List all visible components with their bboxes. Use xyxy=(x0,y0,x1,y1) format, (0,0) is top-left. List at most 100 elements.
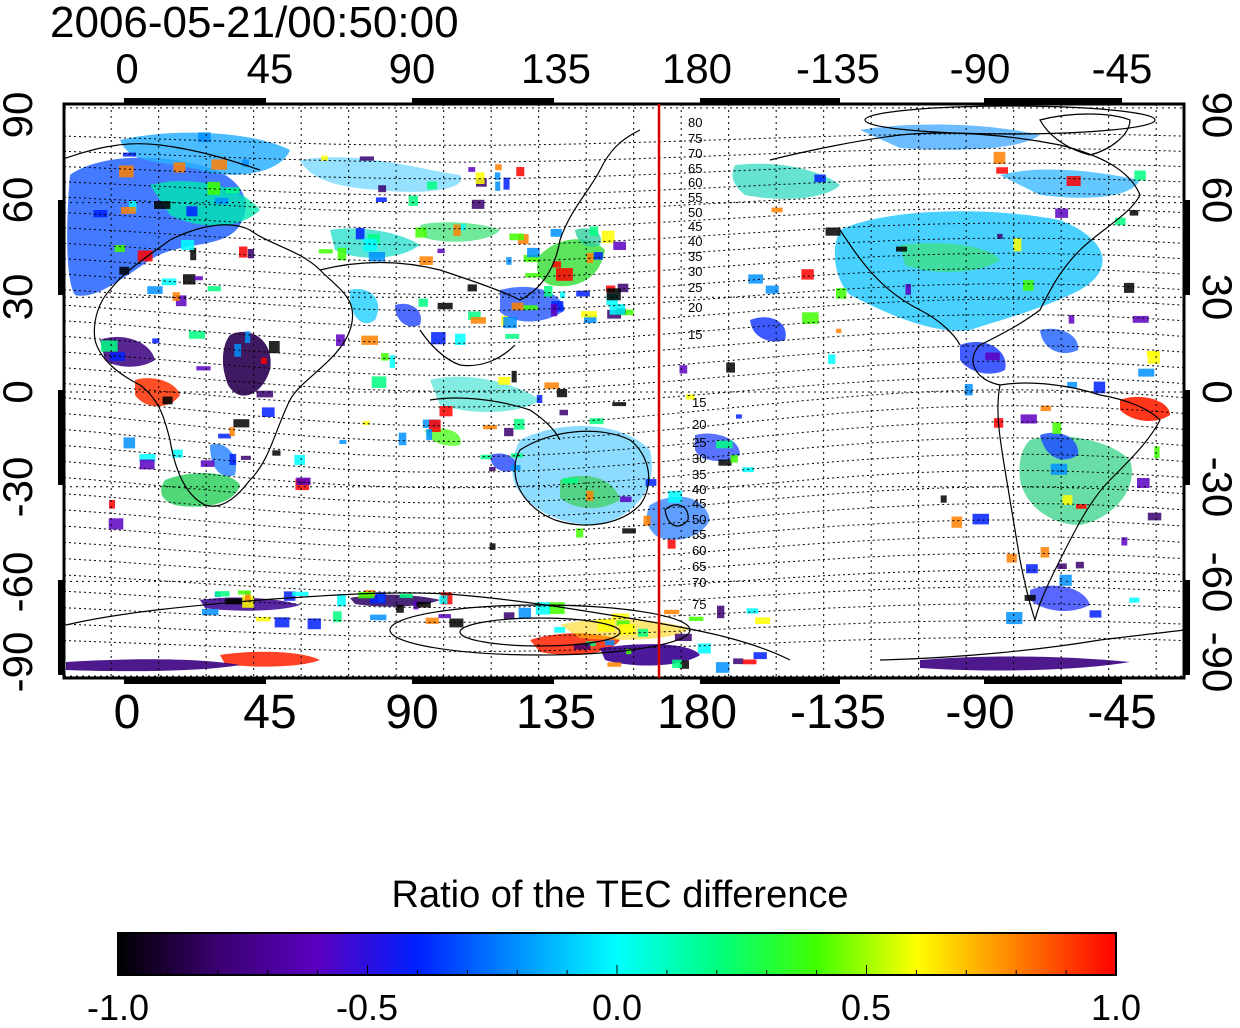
bottom-tick-m90: -90 xyxy=(945,686,1015,739)
contour-line xyxy=(64,222,1184,246)
tec-pixel xyxy=(1040,405,1051,412)
tec-pixel xyxy=(467,284,477,292)
contour-label-south: 45 xyxy=(692,496,706,511)
contour-label-north: 15 xyxy=(688,327,702,342)
tec-pixel xyxy=(429,419,441,432)
bottom-tick-m45: -45 xyxy=(1087,686,1157,739)
lat-lon-grid xyxy=(64,104,1184,678)
bottom-tick-45: 45 xyxy=(243,686,297,739)
top-tick-m135: -135 xyxy=(795,45,881,92)
tec-pixel xyxy=(114,245,125,252)
tec-pixel xyxy=(544,382,559,389)
tec-pixel xyxy=(371,376,387,388)
tec-pixel xyxy=(207,286,221,292)
top-tick-180: 180 xyxy=(661,45,733,92)
tec-pixel xyxy=(593,252,603,260)
tec-pixel xyxy=(339,439,347,444)
tec-pixel xyxy=(1146,351,1160,356)
tec-pixel xyxy=(548,602,565,614)
tec-pixel xyxy=(1020,414,1037,424)
tec-pixel xyxy=(190,247,197,261)
tec-pixel xyxy=(585,641,596,647)
tec-pixel xyxy=(119,266,130,275)
tec-pixel xyxy=(581,311,597,318)
tec-pixel xyxy=(1006,612,1023,625)
contour-line xyxy=(64,502,1184,534)
contour-line xyxy=(64,314,1184,344)
tec-pixel xyxy=(1059,574,1072,586)
tec-pixel xyxy=(355,227,365,240)
tec-region-south-america xyxy=(1019,436,1132,525)
tec-pixel xyxy=(1115,217,1126,226)
tec-pixel xyxy=(586,490,594,501)
tec-pixel xyxy=(495,181,501,191)
colorbar-label-0: 0.0 xyxy=(591,987,643,1028)
left-tick-90: 90 xyxy=(0,91,41,139)
colorbar-ticks xyxy=(117,965,1117,975)
tec-pixel xyxy=(1134,170,1146,181)
bottom-tick-135: 135 xyxy=(515,686,597,739)
tec-pixel xyxy=(431,332,446,345)
tec-pixel xyxy=(616,620,630,626)
tec-pixel xyxy=(746,608,759,614)
tec-pixel xyxy=(544,286,553,297)
tec-pixel xyxy=(337,594,346,607)
tec-pixel xyxy=(245,590,251,602)
top-tick-135: 135 xyxy=(520,45,592,92)
tec-pixel xyxy=(601,230,615,244)
tec-pixel xyxy=(336,334,345,346)
tec-pixel xyxy=(358,592,375,599)
tec-pixel xyxy=(765,285,779,294)
tec-pixel xyxy=(242,595,254,608)
contour-label-north: 40 xyxy=(688,234,702,249)
tec-pixel xyxy=(93,210,108,218)
tec-pixel xyxy=(207,181,221,195)
tec-pixel xyxy=(456,224,466,231)
tec-pixel xyxy=(416,601,431,608)
tec-pixel xyxy=(597,619,615,632)
tec-pixel xyxy=(272,450,281,456)
tec-pixel xyxy=(415,227,427,238)
right-tick-90: 90 xyxy=(1194,91,1240,139)
tec-data-layer xyxy=(66,124,1170,673)
tec-pixel xyxy=(123,437,136,449)
contour-line xyxy=(64,421,1184,458)
tec-pixel xyxy=(997,233,1003,239)
tec-pixel xyxy=(234,343,242,357)
contour-label-north: 45 xyxy=(688,219,702,234)
tec-pixel xyxy=(438,614,451,619)
tec-pixel xyxy=(109,500,115,509)
bottom-tick-90: 90 xyxy=(385,686,439,739)
tec-pixel xyxy=(1062,495,1073,505)
timestamp-title: 2006-05-21/00:50:00 xyxy=(50,0,459,47)
contour-line xyxy=(64,329,1184,360)
contour-line xyxy=(64,603,1184,623)
tec-pixel xyxy=(516,167,525,177)
tec-pixel xyxy=(100,340,118,352)
tec-pixel xyxy=(536,394,543,403)
tec-pixel xyxy=(985,352,1000,361)
tec-pixel xyxy=(1006,553,1017,563)
tec-pixel xyxy=(951,516,963,528)
tec-pixel xyxy=(1026,564,1038,574)
tec-pixel xyxy=(418,298,428,307)
tec-pixel xyxy=(825,227,841,236)
tec-pixel xyxy=(679,365,688,374)
tec-pixel xyxy=(604,640,615,646)
tec-pixel xyxy=(664,609,680,615)
tec-pixel xyxy=(247,249,255,259)
contour-label-south: 65 xyxy=(692,559,706,574)
tec-pixel xyxy=(201,608,219,616)
tec-pixel xyxy=(733,658,744,665)
tec-pixel xyxy=(454,333,466,345)
tec-pixel xyxy=(689,616,704,621)
colorbar-label-05: 0.5 xyxy=(840,987,892,1028)
tec-pixel xyxy=(425,617,439,624)
tec-pixel xyxy=(645,479,657,486)
tec-pixel xyxy=(426,181,438,190)
tec-pixel xyxy=(836,288,847,299)
tec-pixel xyxy=(240,455,251,460)
tec-region-north-america xyxy=(834,211,1103,331)
tec-pixel xyxy=(337,247,347,261)
